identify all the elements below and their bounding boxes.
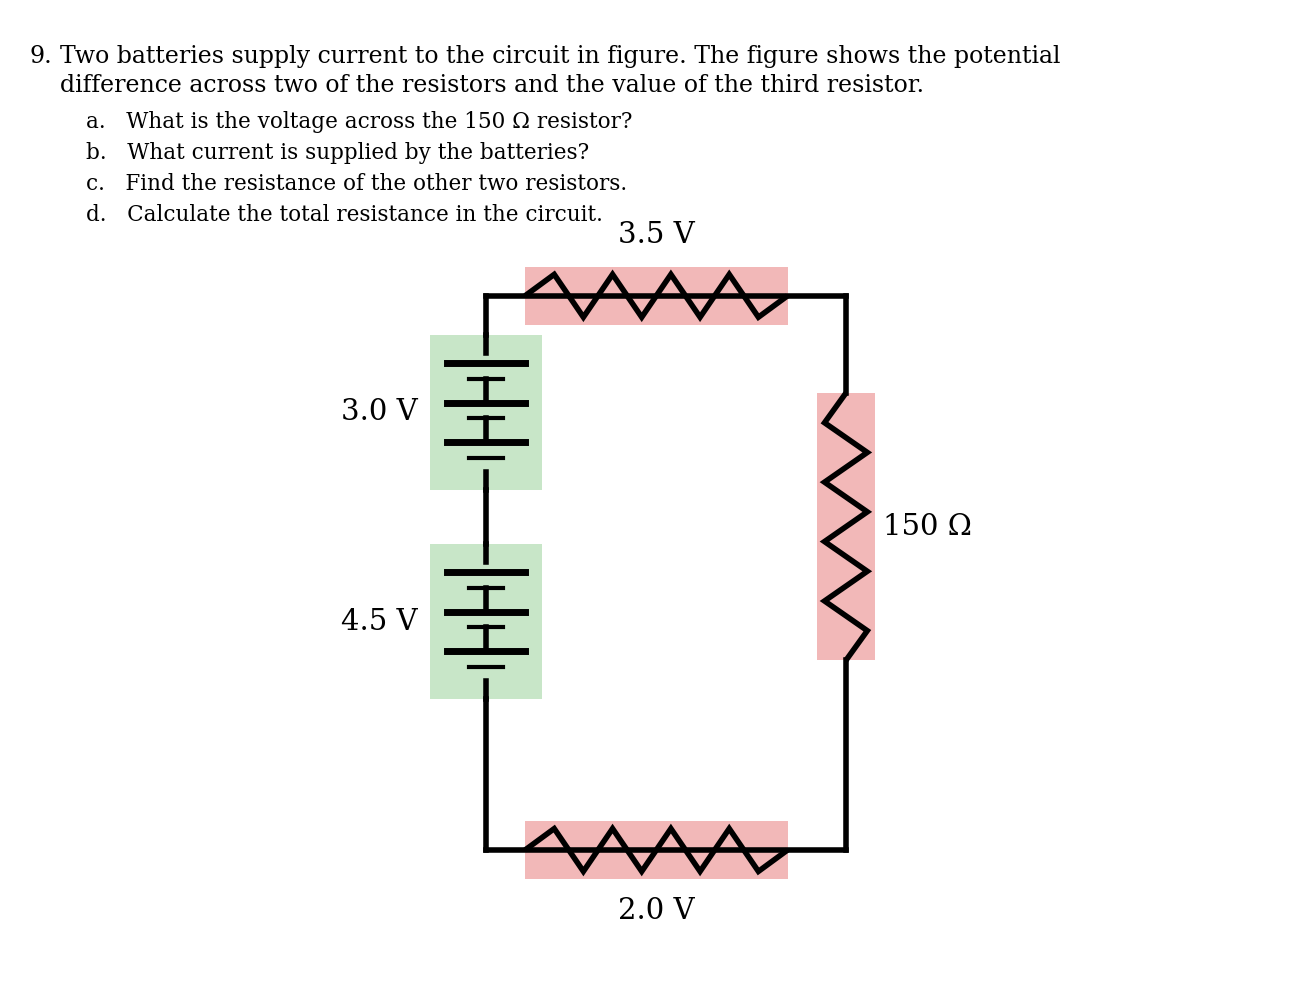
Bar	[525, 266, 787, 325]
Text: b.   What current is supplied by the batteries?: b. What current is supplied by the batte…	[85, 142, 588, 164]
Bar	[816, 393, 875, 661]
Text: 150 Ω: 150 Ω	[883, 513, 972, 541]
Text: 3.5 V: 3.5 V	[618, 222, 694, 250]
Bar	[525, 820, 787, 879]
Text: Two batteries supply current to the circuit in figure. The figure shows the pote: Two batteries supply current to the circ…	[60, 45, 1061, 68]
Text: difference across two of the resistors and the value of the third resistor.: difference across two of the resistors a…	[60, 74, 925, 97]
Text: 2.0 V: 2.0 V	[618, 896, 694, 925]
Bar	[430, 334, 542, 490]
Text: a.   What is the voltage across the 150 Ω resistor?: a. What is the voltage across the 150 Ω …	[85, 111, 631, 133]
Text: c.   Find the resistance of the other two resistors.: c. Find the resistance of the other two …	[85, 174, 626, 196]
Text: 4.5 V: 4.5 V	[342, 608, 418, 636]
Bar	[430, 544, 542, 700]
Text: 3.0 V: 3.0 V	[342, 398, 418, 426]
Text: d.   Calculate the total resistance in the circuit.: d. Calculate the total resistance in the…	[85, 205, 603, 227]
Text: 9.: 9.	[29, 45, 52, 68]
